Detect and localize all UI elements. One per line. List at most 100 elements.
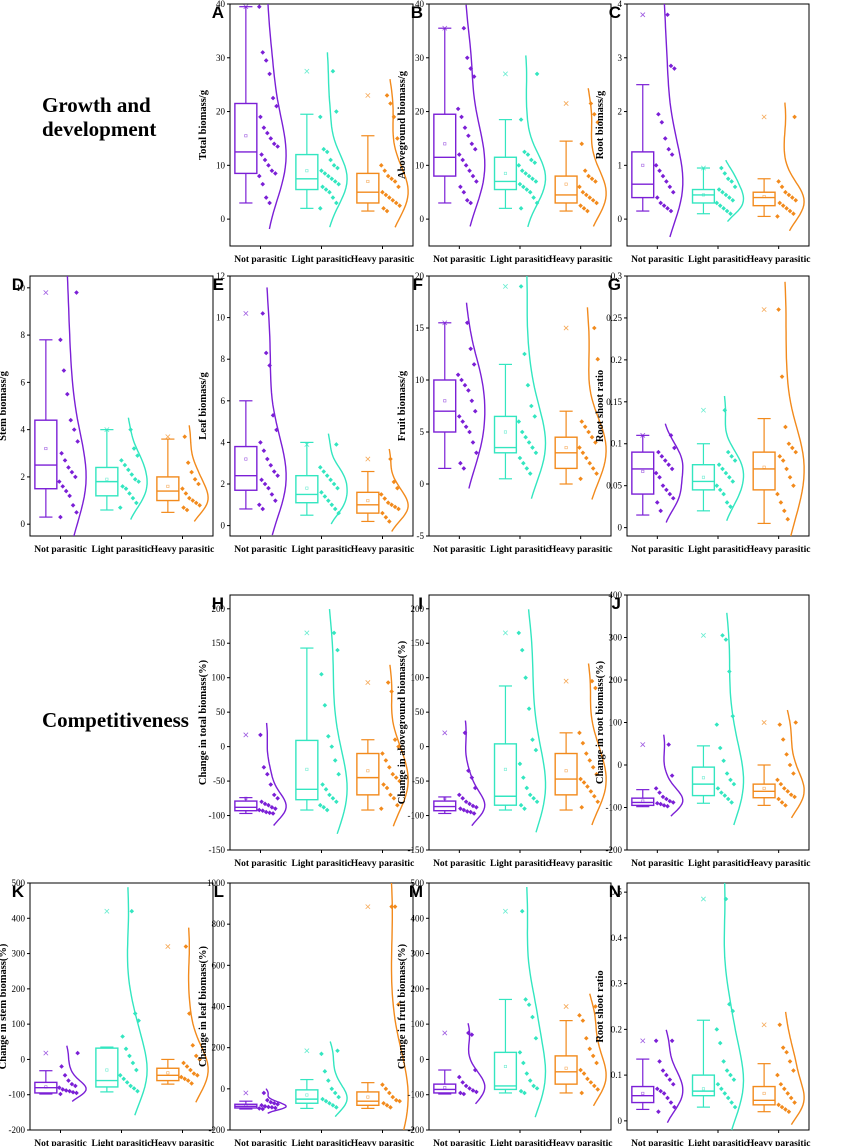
data-point	[657, 474, 662, 480]
data-point	[523, 171, 528, 176]
data-point	[74, 290, 79, 295]
iqr-box	[433, 1083, 457, 1094]
data-point	[786, 192, 792, 198]
data-point	[65, 391, 70, 397]
mean-marker	[641, 1091, 645, 1095]
plot-frame	[626, 594, 810, 851]
y-axis-label: Change in leaf biomass(%)	[198, 945, 209, 1067]
y-tick-label: 8	[221, 354, 226, 364]
max-marker	[165, 944, 171, 949]
y-tick-label: 500	[12, 878, 26, 888]
data-point	[517, 1050, 523, 1055]
data-point	[724, 1068, 730, 1073]
max-marker	[304, 68, 310, 74]
density-curve	[665, 1029, 684, 1124]
data-point	[270, 95, 276, 101]
data-point	[335, 165, 340, 171]
data-point	[590, 1053, 596, 1059]
data-point	[459, 377, 464, 383]
max-marker-stroke	[442, 730, 448, 736]
y-tick-label: 200	[411, 984, 425, 994]
y-tick-label: 100	[212, 673, 226, 683]
data-point	[336, 510, 341, 516]
max-marker-stroke	[365, 456, 371, 462]
y-tick-label: 300	[411, 949, 425, 959]
data-point	[382, 496, 388, 501]
x-category-label: Light parasitic	[292, 859, 352, 869]
y-tick-label: 100	[12, 1019, 26, 1029]
data-point	[580, 189, 586, 195]
mean-marker	[564, 1066, 568, 1070]
max-marker	[700, 632, 706, 638]
mean-marker	[305, 169, 309, 173]
plot-frame	[626, 275, 810, 537]
data-point	[467, 801, 472, 807]
data-point	[471, 74, 477, 79]
x-category-label: Heavy parasitic	[747, 859, 811, 869]
y-tick-label: 400	[411, 913, 425, 923]
data-point	[580, 740, 586, 746]
data-point	[134, 500, 139, 506]
max-marker-stroke	[165, 944, 171, 949]
max-marker-stroke	[563, 101, 569, 106]
data-point	[71, 427, 77, 432]
data-point	[521, 775, 526, 780]
x-category-label: Heavy parasitic	[151, 1139, 215, 1146]
data-point	[329, 502, 335, 508]
data-point	[521, 460, 526, 466]
data-point	[326, 1078, 331, 1083]
data-point	[336, 771, 341, 777]
data-point	[533, 747, 539, 753]
data-point	[73, 1083, 78, 1089]
data-point	[378, 806, 384, 811]
x-category-label: Light parasitic	[92, 545, 152, 555]
panel-letter: J	[612, 594, 621, 613]
x-category-label: Light parasitic	[92, 1139, 152, 1146]
box-group-heavy-parasitic	[356, 664, 409, 827]
data-point	[330, 195, 336, 200]
x-category-label: Not parasitic	[631, 255, 684, 265]
y-tick-label: 500	[411, 878, 425, 888]
max-marker	[243, 1090, 249, 1096]
data-point	[780, 737, 786, 742]
data-point	[383, 192, 389, 198]
x-category-label: Heavy parasitic	[351, 859, 415, 869]
box-group-not-parasitic	[433, 720, 486, 827]
data-point	[317, 206, 323, 211]
data-point	[120, 1034, 125, 1039]
data-point	[729, 179, 734, 184]
max-marker	[640, 1038, 646, 1044]
data-point	[594, 1060, 599, 1066]
data-point	[126, 467, 131, 473]
x-category-label: Light parasitic	[688, 1139, 748, 1146]
data-point	[329, 176, 335, 182]
data-point	[472, 1067, 478, 1073]
panel-letter: F	[413, 275, 423, 294]
iqr-box	[691, 188, 716, 204]
data-point	[463, 163, 469, 168]
data-point	[332, 506, 338, 512]
x-category-label: Not parasitic	[34, 545, 87, 555]
data-point	[270, 811, 276, 816]
data-point	[584, 455, 589, 461]
data-point	[472, 785, 478, 791]
y-tick-label: -150	[408, 845, 425, 855]
data-point	[653, 470, 659, 476]
density-curve	[327, 433, 348, 525]
y-tick-label: 0	[420, 1054, 425, 1064]
iqr-box	[631, 151, 655, 199]
y-axis-label: Leaf biomass/g	[198, 372, 209, 440]
y-axis-label: Change in stem biomass(%)	[0, 943, 9, 1069]
data-point	[725, 1095, 731, 1101]
x-category-label: Light parasitic	[292, 545, 352, 555]
panel-letter: I	[418, 594, 423, 613]
data-point	[585, 784, 590, 789]
data-point	[516, 630, 522, 636]
max-marker-stroke	[365, 680, 371, 686]
data-point	[387, 764, 392, 770]
data-point	[124, 1080, 130, 1085]
data-point	[260, 506, 266, 512]
max-marker	[700, 165, 706, 171]
max-marker-stroke	[304, 441, 310, 447]
data-point	[273, 171, 278, 176]
